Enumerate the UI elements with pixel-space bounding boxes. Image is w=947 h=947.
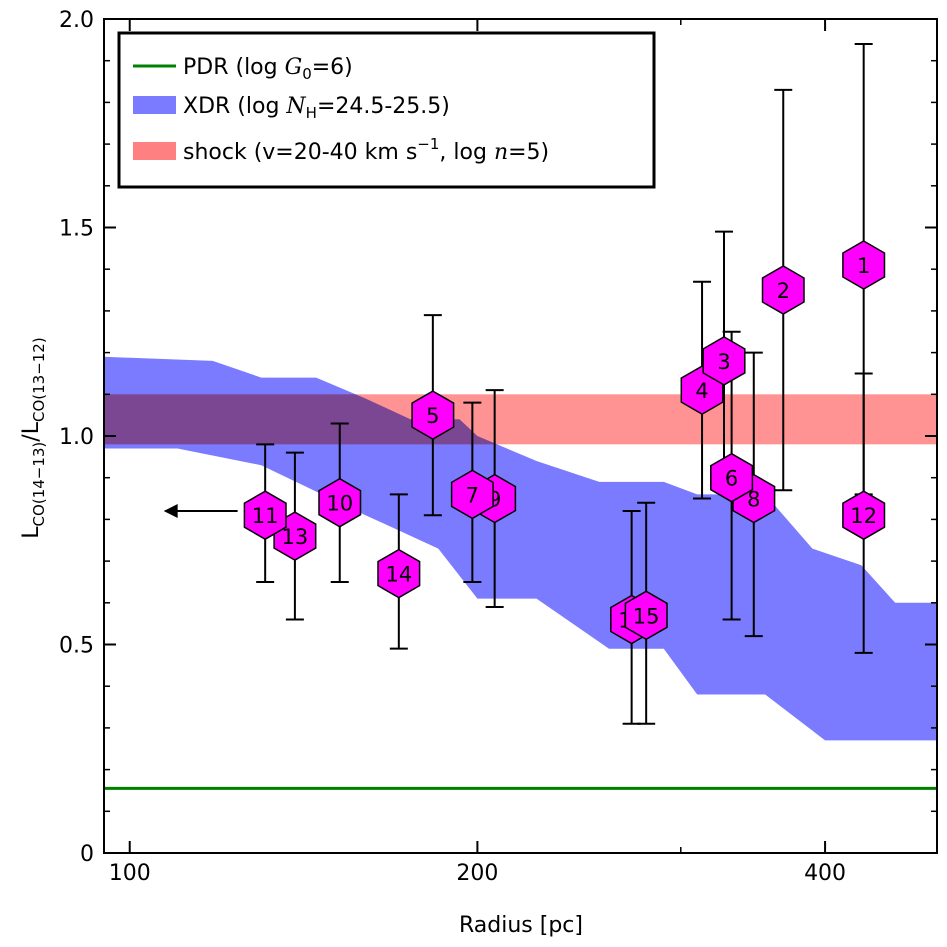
point-7: 7 — [450, 469, 494, 520]
legend-shock-swatch — [133, 142, 176, 160]
x-tick-label: 400 — [804, 861, 846, 886]
legend-xdr-swatch — [133, 96, 176, 114]
y-tick-label: 0.5 — [59, 634, 94, 659]
point-marker-5 — [411, 390, 455, 440]
point-label-15: 15 — [633, 604, 660, 628]
point-marker-2 — [761, 265, 805, 315]
legend-xdr-label: XDR (log NH=24.5-25.5) — [183, 94, 450, 122]
point-marker-11 — [243, 490, 287, 541]
point-label-14: 14 — [385, 563, 412, 587]
x-tick-label: 200 — [456, 861, 498, 886]
y-tick-label: 0 — [80, 842, 94, 867]
point-label-11: 11 — [252, 504, 279, 528]
point-marker-14 — [377, 548, 421, 599]
y-tick-label: 1.0 — [59, 425, 94, 450]
point-10: 10 — [318, 477, 362, 528]
point-11: 11 — [243, 490, 287, 541]
point-marker-7 — [450, 469, 494, 520]
legend-box — [117, 31, 656, 189]
x-axis-label: Radius [pc] — [459, 913, 583, 938]
legend-pdr-label: PDR (log G0=6) — [183, 55, 353, 83]
point-14: 14 — [377, 548, 421, 599]
point-12: 12 — [842, 490, 886, 541]
point-label-8: 8 — [747, 488, 760, 512]
upper-limit-arrow — [163, 504, 238, 519]
shock-band — [104, 394, 937, 445]
tick-labels: 0 0.5 1.0 1.5 2.0 100 200 400 — [59, 8, 846, 886]
y-tick-label: 1.5 — [59, 217, 94, 242]
legend: PDR (log G0=6) XDR (log NH=24.5-25.5) sh… — [117, 31, 656, 189]
legend-shock-label: shock (v=20-40 km s−1, log n=5) — [183, 135, 549, 165]
point-13: 13 — [273, 511, 317, 561]
point-marker-3 — [702, 336, 746, 386]
point-label-12: 12 — [850, 504, 877, 528]
point-5: 5 — [411, 390, 455, 440]
point-label-5: 5 — [426, 404, 439, 428]
point-marker-6 — [710, 452, 754, 503]
point-6: 6 — [710, 452, 754, 503]
point-label-6: 6 — [725, 467, 738, 491]
arrow-head — [163, 504, 178, 519]
point-label-2: 2 — [777, 279, 790, 303]
point-15: 15 — [624, 590, 668, 641]
y-tick-label: 2.0 — [59, 8, 94, 33]
point-label-3: 3 — [717, 350, 730, 374]
point-3: 3 — [702, 336, 746, 386]
x-tick-label: 100 — [109, 861, 151, 886]
bands — [104, 356, 937, 790]
point-1: 1 — [842, 240, 886, 290]
point-label-13: 13 — [282, 525, 309, 549]
point-marker-12 — [842, 490, 886, 541]
point-2: 2 — [761, 265, 805, 315]
axis-ticks — [104, 18, 938, 854]
point-marker-15 — [624, 590, 668, 641]
xdr-band — [104, 356, 937, 741]
point-label-1: 1 — [857, 254, 870, 278]
point-marker-10 — [318, 477, 362, 528]
point-label-7: 7 — [466, 483, 479, 507]
y-axis-label: LCO(14−13)/LCO(13−12) — [19, 337, 48, 538]
point-label-10: 10 — [326, 492, 353, 516]
point-label-4: 4 — [695, 379, 708, 403]
point-marker-1 — [842, 240, 886, 290]
data-markers: 16151413121110987654321 — [243, 240, 886, 645]
